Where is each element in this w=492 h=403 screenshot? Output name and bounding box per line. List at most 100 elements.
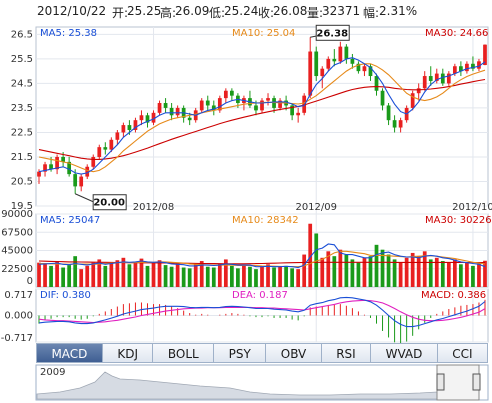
vol-legend-ma30: MA30: 30226: [425, 215, 492, 226]
tab-macd[interactable]: MACD: [36, 343, 103, 363]
candle-body: [356, 63, 361, 72]
volume-bar: [145, 265, 150, 287]
high-value: 26.09: [175, 4, 210, 18]
overview-year-label: 2009: [40, 367, 65, 378]
overview-navigator[interactable]: 2009: [0, 364, 492, 402]
tab-boll[interactable]: BOLL: [153, 343, 215, 363]
candle-body: [254, 105, 258, 111]
candle-body: [211, 105, 216, 111]
candle-body: [338, 46, 343, 62]
volume-bar: [422, 251, 427, 287]
volume-bar: [163, 265, 168, 287]
candle-body: [85, 166, 90, 177]
volume-bar: [398, 262, 403, 287]
candle-body: [368, 66, 373, 77]
volume-bar: [410, 252, 415, 287]
volume-bar: [434, 257, 439, 287]
candle-body: [362, 66, 367, 72]
candle-body: [133, 120, 138, 130]
volume-bar: [181, 267, 186, 287]
overview-right-handle[interactable]: [472, 373, 481, 391]
macd-y-tick: -0.717: [1, 333, 33, 343]
volume-bar: [217, 263, 222, 287]
price-legend-ma30: MA30: 24.66: [425, 28, 488, 39]
ma5-line: [38, 57, 486, 175]
volume-bar: [368, 256, 373, 287]
x-tick-label: 2012/09: [295, 202, 337, 213]
volume-bar: [483, 260, 487, 287]
volume-bar: [428, 259, 433, 287]
volume-bar: [49, 265, 53, 287]
kline-chart-svg: 26.5 25.5 24.5 23.5 22.5 21.5 20.5 19.5 2012/08 2…: [1, 24, 492, 343]
volume-bar: [380, 249, 385, 287]
tab-kdj[interactable]: KDJ: [102, 343, 154, 363]
x-tick-label: 2012/10: [452, 202, 492, 213]
volume-bar: [440, 261, 445, 287]
candle-body: [392, 120, 397, 128]
volume-bar: [374, 244, 379, 287]
volume-bar: [61, 267, 65, 287]
volume-bar: [193, 264, 198, 287]
volume-bar: [459, 264, 463, 287]
tab-wvad[interactable]: WVAD: [371, 343, 438, 363]
volume-bar: [446, 262, 451, 287]
macd-y-tick: 0.717: [4, 290, 33, 301]
volume-bar: [344, 254, 349, 287]
volume-bar: [404, 257, 409, 287]
min-annotation-leader: [74, 193, 94, 203]
quote-header: 2012/10/22 开: 25.25 高: 26.09 低: 25.24 收:…: [0, 0, 492, 22]
tab-psy[interactable]: PSY: [214, 343, 267, 363]
ma30-line: [38, 78, 486, 160]
volume-y-tick: 22500: [1, 264, 33, 275]
volume-bar: [127, 264, 132, 287]
volume-bar: [320, 257, 325, 287]
volume-bar: [284, 265, 288, 287]
panel-frame-0: [35, 26, 489, 207]
candle-body: [49, 164, 53, 170]
volume-bar: [175, 263, 180, 287]
tab-obv[interactable]: OBV: [266, 343, 322, 363]
overview-left-handle[interactable]: [436, 373, 445, 391]
volume-bar: [103, 265, 108, 287]
candle-body: [471, 63, 475, 69]
price-y-tick: 19.5: [11, 201, 33, 212]
candle-body: [229, 90, 234, 96]
x-tick-label: 2012/08: [133, 202, 175, 213]
volume-bar: [109, 263, 114, 287]
volume-bar: [471, 265, 475, 287]
min-annotation-label: 20.00: [93, 198, 125, 209]
volume-bar: [308, 223, 313, 287]
candle-body: [326, 58, 331, 69]
max-annotation-label: 26.38: [316, 28, 348, 39]
candle-body: [440, 73, 445, 84]
volume-bar: [115, 260, 120, 287]
overview-history-area: [36, 371, 438, 400]
volume-bar: [67, 265, 72, 287]
price-y-tick: 25.5: [11, 54, 33, 65]
volume-bar: [296, 269, 301, 287]
volume-bar: [362, 257, 367, 287]
volume-value: 32371: [322, 4, 361, 18]
price-y-tick: 23.5: [11, 103, 33, 114]
tab-cci[interactable]: CCI: [437, 343, 489, 363]
volume-bar: [85, 265, 90, 287]
macd-legend-dif: DIF: 0.380: [40, 290, 91, 301]
open-value: 25.25: [127, 4, 162, 18]
candle-body: [459, 66, 463, 72]
candle-body: [79, 176, 84, 187]
volume-bar: [133, 261, 138, 287]
volume-bar: [465, 262, 469, 287]
volume-bar: [392, 259, 397, 287]
tab-rsi[interactable]: RSI: [321, 343, 372, 363]
candle-body: [308, 51, 313, 96]
candle-body: [61, 156, 65, 162]
volume-bar: [338, 249, 343, 287]
volume-label: 量:: [307, 6, 324, 20]
candle-body: [434, 73, 439, 81]
candle-body: [350, 58, 355, 64]
candle-body: [344, 46, 349, 59]
candle-body: [332, 58, 337, 62]
volume-bar: [332, 256, 337, 287]
volume-bar: [356, 262, 361, 287]
volume-panel: 90000 67500 45000 22500: [1, 209, 487, 287]
